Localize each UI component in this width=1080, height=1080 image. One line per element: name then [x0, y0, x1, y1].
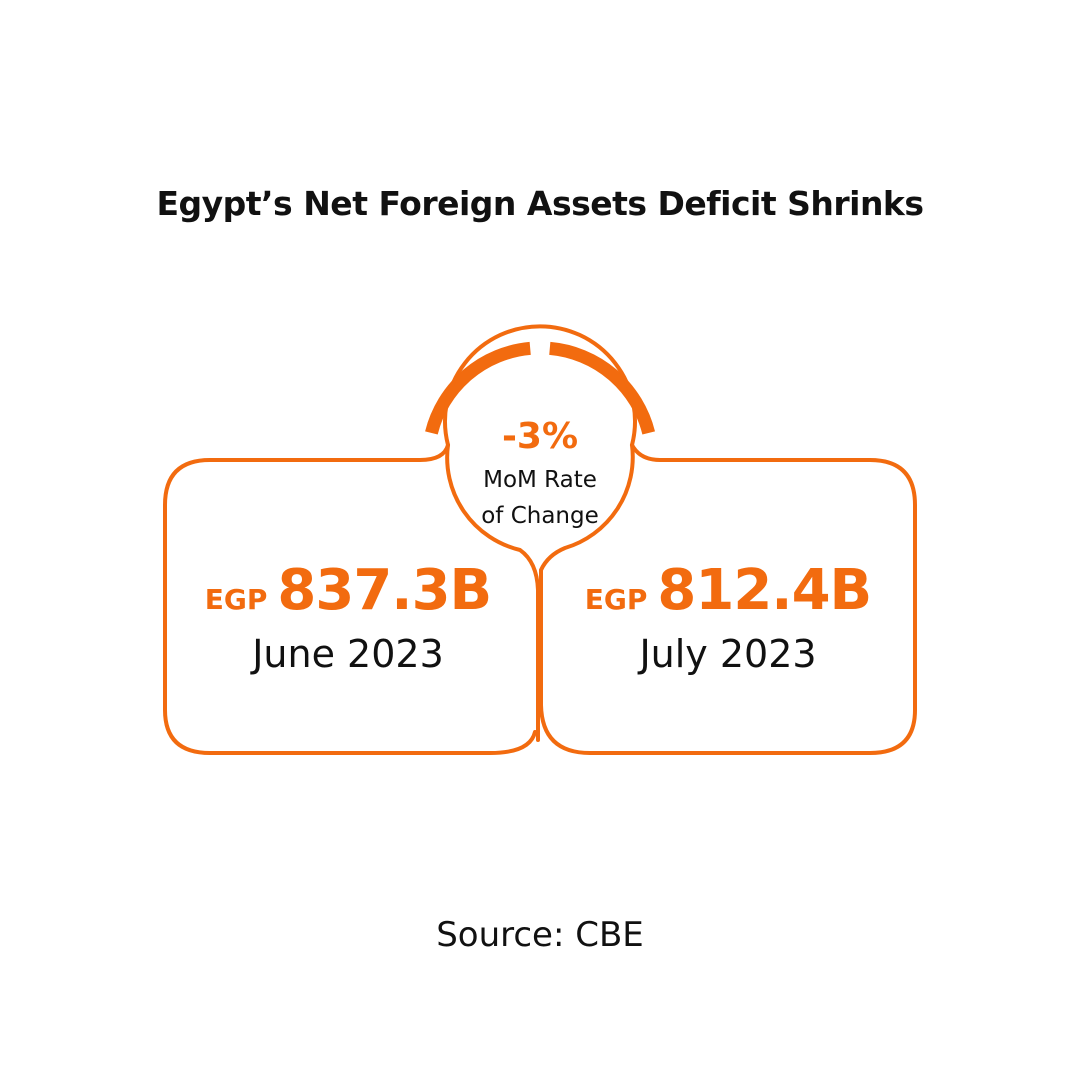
rate-of-change-label: MoM Rate of Change [440, 462, 640, 534]
left-card-outline [163, 443, 537, 755]
rate-circle [443, 324, 637, 447]
gauge-arc-right [549, 341, 656, 435]
source-note: Source: CBE [436, 915, 644, 955]
infographic-title: Egypt’s Net Foreign Assets Deficit Shrin… [156, 184, 924, 223]
june-value: EGP 837.3B [163, 558, 533, 623]
rate-label-line1: MoM Rate [483, 467, 597, 493]
amount: 812.4B [657, 558, 872, 623]
july-value: EGP 812.4B [543, 558, 913, 623]
rate-of-change-value: -3% [501, 416, 579, 457]
circle-neck-left [445, 443, 540, 742]
gauge-arc-left [425, 341, 531, 435]
right-card-outline [539, 443, 917, 755]
rate-label-line2: of Change [481, 503, 599, 529]
amount: 837.3B [277, 558, 492, 623]
currency-label: EGP [204, 583, 268, 616]
july-period: July 2023 [639, 632, 817, 676]
currency-label: EGP [584, 583, 648, 616]
june-period: June 2023 [252, 632, 444, 676]
